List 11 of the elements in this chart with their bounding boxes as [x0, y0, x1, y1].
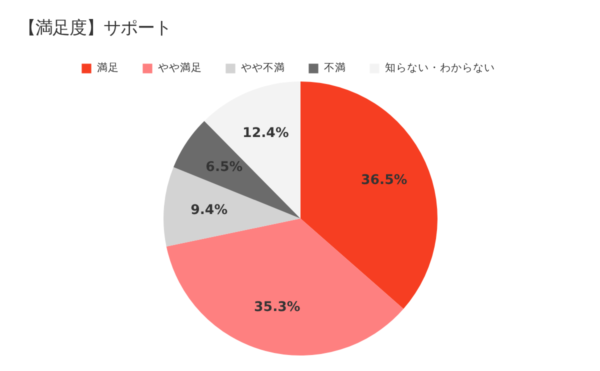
- chart-title: 【満足度】サポート: [18, 18, 172, 38]
- data-label: 35.3%: [254, 300, 300, 315]
- legend-label: 知らない・わからない: [385, 61, 495, 75]
- legend-label: やや満足: [158, 61, 202, 75]
- legend-label: 不満: [324, 61, 346, 75]
- data-label: 6.5%: [206, 160, 243, 176]
- data-label: 12.4%: [242, 126, 289, 142]
- data-label: 36.5%: [360, 173, 408, 188]
- legend-label: 満足: [97, 61, 119, 75]
- data-label: 9.4%: [190, 202, 228, 218]
- legend-label: やや不満: [241, 61, 285, 75]
